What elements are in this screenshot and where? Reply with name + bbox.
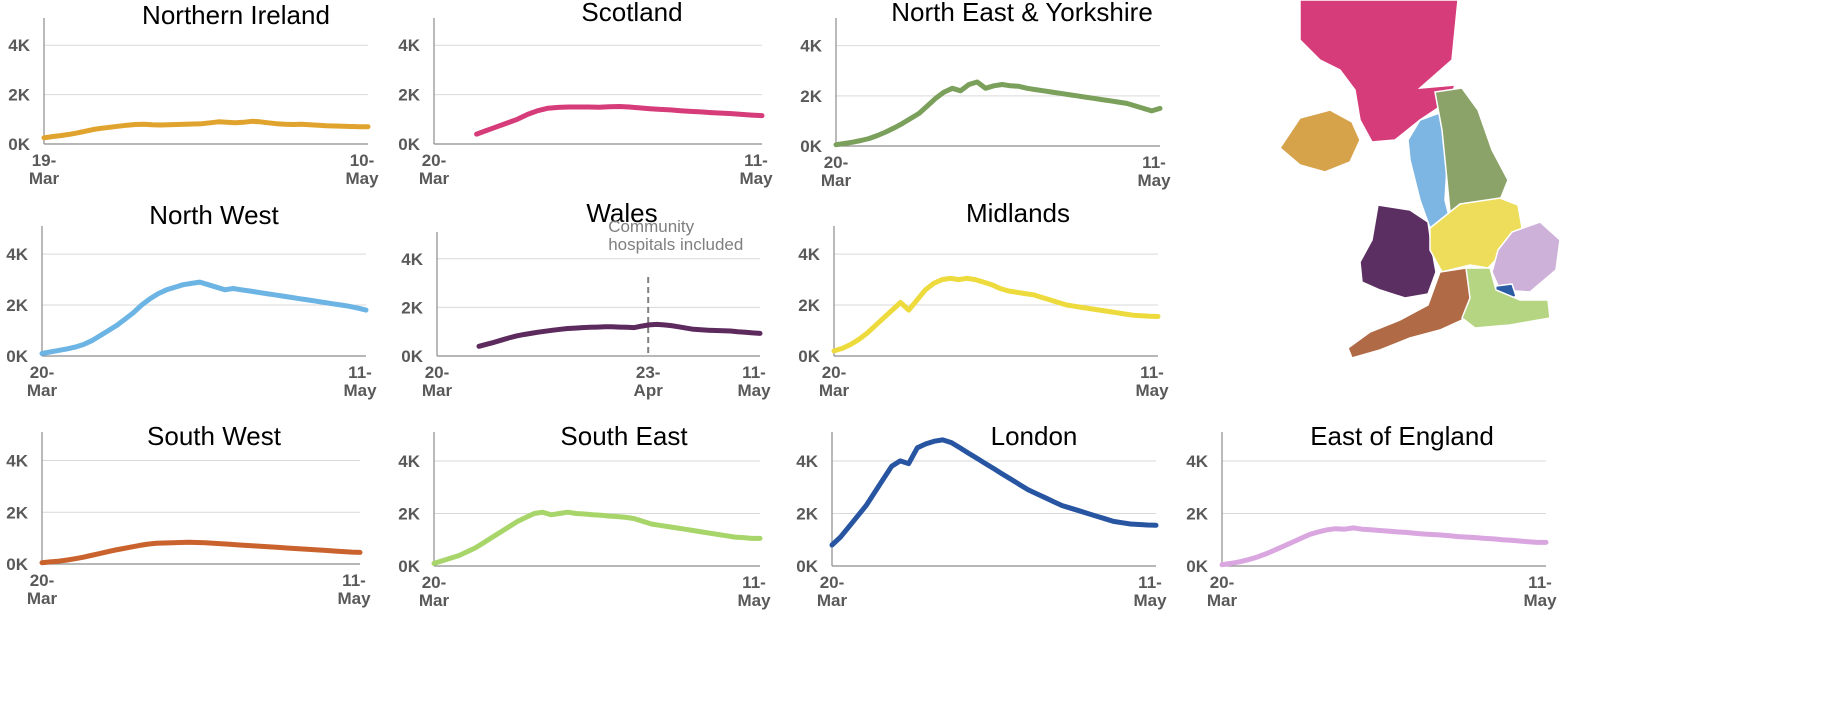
y-tick-label: 2K bbox=[6, 296, 28, 315]
y-tick-label: 0K bbox=[6, 555, 28, 574]
y-tick-label: 2K bbox=[796, 504, 818, 523]
panel-northern-ireland: Northern Ireland 0K 2K 4K 19-Mar 10-May bbox=[8, 0, 379, 188]
map-region-northern-ireland bbox=[1279, 109, 1361, 173]
panel-title-north-east-yorkshire: North East & Yorkshire bbox=[891, 0, 1153, 27]
y-tick-label: 2K bbox=[401, 298, 423, 317]
y-tick-label: 0K bbox=[401, 347, 423, 366]
x-tick-label-start: 20-Mar bbox=[419, 573, 450, 610]
x-tick-label-end: 11-May bbox=[737, 363, 771, 400]
series-line-scotland bbox=[474, 104, 765, 137]
y-tick-label: 4K bbox=[8, 36, 30, 55]
x-tick-label-start: 20-Mar bbox=[819, 363, 850, 400]
x-tick-label-start: 20-Mar bbox=[821, 153, 852, 190]
panel-north-east-yorkshire: North East & Yorkshire 0K 2K 4K 20-Mar 11-May bbox=[800, 0, 1171, 190]
annotation-text: Community bbox=[608, 217, 694, 236]
panel-title-midlands: Midlands bbox=[966, 198, 1070, 228]
panel-london: London 0K 2K 4K 20-Mar 11-May bbox=[796, 421, 1167, 610]
y-tick-label: 4K bbox=[6, 245, 28, 264]
panel-title-london: London bbox=[991, 421, 1078, 451]
y-tick-label: 0K bbox=[6, 347, 28, 366]
y-tick-label: 4K bbox=[398, 452, 420, 471]
x-tick-label-end: 11-May bbox=[337, 571, 371, 608]
x-tick-label-end: 11-May bbox=[737, 573, 771, 610]
chart-panels: Northern Ireland 0K 2K 4K 19-Mar 10-May Scotla… bbox=[6, 0, 1557, 610]
y-tick-label: 0K bbox=[398, 135, 420, 154]
y-tick-label: 2K bbox=[1186, 504, 1208, 523]
x-tick-label-start: 20-Mar bbox=[817, 573, 848, 610]
y-tick-label: 2K bbox=[798, 296, 820, 315]
y-tick-label: 0K bbox=[8, 135, 30, 154]
panel-title-south-east: South East bbox=[560, 421, 688, 451]
panel-title-east-of-england: East of England bbox=[1310, 421, 1494, 451]
series-line-north-east-yorkshire bbox=[833, 79, 1163, 148]
panel-title-north-west: North West bbox=[149, 200, 279, 230]
panel-midlands: Midlands 0K 2K 4K 20-Mar 11-May bbox=[798, 198, 1169, 400]
x-tick-label-end: 10-May bbox=[345, 151, 379, 188]
y-tick-label: 4K bbox=[798, 245, 820, 264]
x-tick-label-end: 11-May bbox=[1523, 573, 1557, 610]
map-region-wales bbox=[1359, 204, 1437, 299]
panel-title-south-west: South West bbox=[147, 421, 282, 451]
x-tick-label-end: 11-May bbox=[1137, 153, 1171, 190]
x-tick-label-end: 11-May bbox=[1135, 363, 1169, 400]
x-tick-label-start: 20-Mar bbox=[1207, 573, 1238, 610]
series-line-wales bbox=[476, 321, 763, 349]
x-tick-label-start: 20-Mar bbox=[419, 151, 450, 188]
y-tick-label: 4K bbox=[796, 452, 818, 471]
panel-south-west: South West 0K 2K 4K 20-Mar 11-May bbox=[6, 421, 371, 608]
y-tick-label: 4K bbox=[398, 36, 420, 55]
panel-scotland: Scotland 0K 2K 4K 20-Mar 11-May bbox=[398, 0, 773, 188]
y-tick-label: 2K bbox=[800, 87, 822, 106]
panel-east-of-england: East of England 0K 2K 4K 20-Mar 11-May bbox=[1186, 421, 1557, 610]
x-tick-label-end: 11-May bbox=[1133, 573, 1167, 610]
panel-wales: Wales 0K 2K 4K 20-Mar 11-May 23-Apr Communityho… bbox=[401, 198, 771, 400]
y-tick-label: 0K bbox=[1186, 557, 1208, 576]
x-tick-label-start: 20-Mar bbox=[27, 571, 58, 608]
annotation-text: hospitals included bbox=[608, 235, 743, 254]
series-line-northern-ireland bbox=[41, 118, 371, 141]
y-tick-label: 4K bbox=[6, 452, 28, 471]
y-tick-label: 0K bbox=[798, 347, 820, 366]
y-tick-label: 2K bbox=[398, 504, 420, 523]
uk-regions-map bbox=[1279, 0, 1561, 359]
x-tick-label-end: 11-May bbox=[739, 151, 773, 188]
y-tick-label: 2K bbox=[398, 86, 420, 105]
x-tick-label-start: 20-Mar bbox=[422, 363, 453, 400]
y-tick-label: 4K bbox=[401, 250, 423, 269]
panel-title-northern-ireland: Northern Ireland bbox=[142, 0, 330, 30]
y-tick-label: 4K bbox=[1186, 452, 1208, 471]
x-tick-label-end: 11-May bbox=[343, 363, 377, 400]
series-line-midlands bbox=[831, 275, 1161, 354]
panel-south-east: South East 0K 2K 4K 20-Mar 11-May bbox=[398, 421, 771, 610]
y-tick-label: 0K bbox=[398, 557, 420, 576]
series-line-east-of-england bbox=[1219, 525, 1549, 568]
series-line-south-east bbox=[431, 509, 763, 566]
map-region-scotland bbox=[1299, 0, 1459, 143]
series-line-south-west bbox=[39, 539, 363, 566]
map-region-south-east bbox=[1461, 267, 1551, 329]
y-tick-label: 2K bbox=[6, 503, 28, 522]
y-tick-label: 0K bbox=[800, 137, 822, 156]
x-tick-label-start: 19-Mar bbox=[29, 151, 60, 188]
y-tick-label: 4K bbox=[800, 37, 822, 56]
map-region-east-of-england bbox=[1491, 221, 1561, 293]
y-tick-label: 2K bbox=[8, 86, 30, 105]
panel-title-wales: Wales bbox=[586, 198, 657, 228]
x-tick-label-mid: 23-Apr bbox=[634, 363, 664, 400]
series-line-london bbox=[829, 437, 1159, 548]
y-tick-label: 0K bbox=[796, 557, 818, 576]
panel-north-west: North West 0K 2K 4K 20-Mar 11-May bbox=[6, 200, 377, 400]
series-line-north-west bbox=[39, 279, 369, 356]
panel-title-scotland: Scotland bbox=[581, 0, 682, 27]
x-tick-label-start: 20-Mar bbox=[27, 363, 58, 400]
